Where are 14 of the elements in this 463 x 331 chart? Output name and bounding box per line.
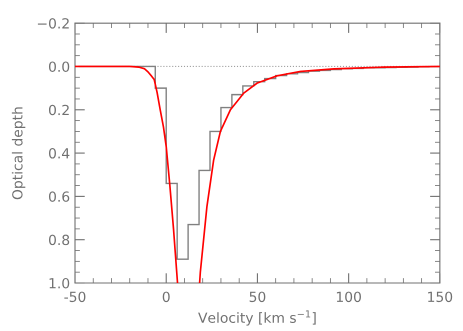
y-axis-title: Optical depth xyxy=(12,107,26,200)
x-tick-label: 150 xyxy=(428,292,452,302)
y-tick-label: 0.8 xyxy=(48,234,70,246)
x-tick-label: 0 xyxy=(162,292,170,302)
x-tick-label: 100 xyxy=(336,292,361,302)
x-tick-label: -50 xyxy=(64,292,86,302)
y-tick-label: 0.6 xyxy=(48,191,70,202)
y-tick-label: 0.0 xyxy=(48,61,70,72)
y-tick-label: −0.2 xyxy=(38,18,69,29)
x-axis-title: Velocity [km s$^{−1}$] xyxy=(198,310,316,326)
y-tick-label: 0.2 xyxy=(48,104,69,116)
x-tick-label: 50 xyxy=(250,292,266,302)
y-tick-label: 1.0 xyxy=(50,278,70,288)
y-tick-label: 0.4 xyxy=(48,148,70,159)
